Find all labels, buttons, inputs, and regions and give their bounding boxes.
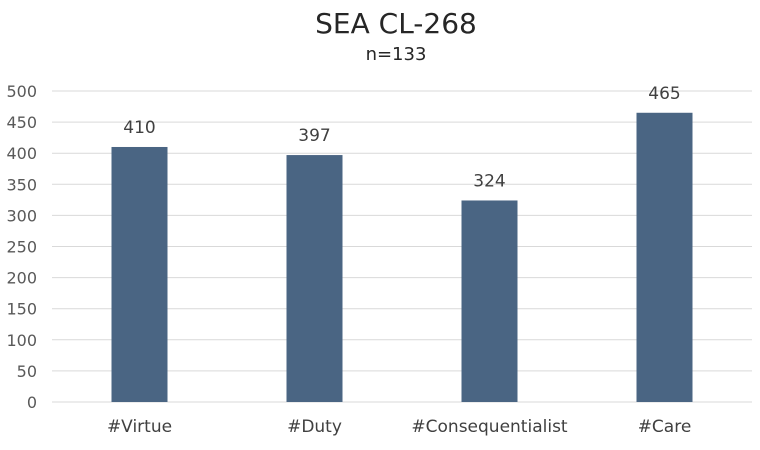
bar-virtue xyxy=(111,146,168,402)
y-tick-label: 50 xyxy=(17,362,37,381)
data-label: 324 xyxy=(473,171,505,191)
y-tick-label: 200 xyxy=(6,269,37,288)
y-tick-label: 400 xyxy=(6,144,37,163)
data-label: 397 xyxy=(298,126,330,146)
y-tick-label: 100 xyxy=(6,331,37,350)
bar-duty xyxy=(286,155,343,402)
chart-subtitle: n=133 xyxy=(366,44,427,65)
category-label: #Consequentialist xyxy=(411,417,568,437)
y-tick-label: 500 xyxy=(6,82,37,101)
y-tick-label: 250 xyxy=(6,238,37,257)
data-label: 465 xyxy=(648,84,680,104)
y-tick-label: 350 xyxy=(6,175,37,194)
category-label: #Duty xyxy=(287,417,342,437)
x-axis-categories: #Virtue #Duty #Consequentialist #Care xyxy=(107,417,691,437)
bar-care xyxy=(636,112,693,403)
y-axis-ticks: 0 50 100 150 200 250 300 350 400 450 500 xyxy=(6,82,37,412)
y-tick-label: 0 xyxy=(27,393,37,412)
category-label: #Virtue xyxy=(107,417,172,437)
bar-consequentialist xyxy=(461,200,518,402)
data-labels: 410 397 324 465 xyxy=(123,84,680,192)
y-tick-label: 300 xyxy=(6,206,37,225)
y-tick-label: 450 xyxy=(6,113,37,132)
category-label: #Care xyxy=(638,417,692,437)
data-label: 410 xyxy=(123,118,155,138)
gridlines xyxy=(52,90,752,403)
chart-title: SEA CL-268 xyxy=(315,7,477,40)
bars xyxy=(111,112,693,403)
y-tick-label: 150 xyxy=(6,300,37,319)
